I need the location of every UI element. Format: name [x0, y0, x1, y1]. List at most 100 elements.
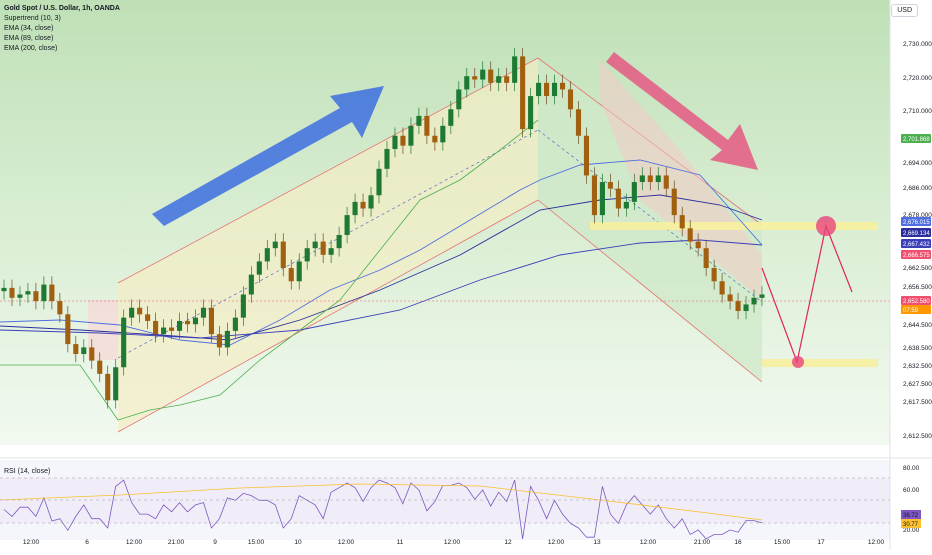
- candle[interactable]: [1, 287, 7, 292]
- candle[interactable]: [320, 241, 326, 255]
- candle[interactable]: [49, 284, 55, 302]
- candle[interactable]: [599, 182, 605, 216]
- candle[interactable]: [559, 82, 566, 90]
- candle[interactable]: [719, 281, 725, 295]
- candle[interactable]: [544, 82, 550, 97]
- candle[interactable]: [703, 248, 709, 269]
- candle[interactable]: [528, 96, 534, 130]
- candle[interactable]: [711, 268, 717, 282]
- candle[interactable]: [456, 89, 462, 110]
- candle[interactable]: [424, 115, 430, 136]
- candle[interactable]: [89, 347, 95, 361]
- candle[interactable]: [368, 195, 374, 209]
- candle[interactable]: [17, 294, 23, 298]
- candle[interactable]: [615, 188, 621, 209]
- candle[interactable]: [352, 201, 358, 216]
- candle[interactable]: [192, 317, 199, 325]
- candle[interactable]: [743, 304, 749, 312]
- rsi-legend[interactable]: RSI (14, close): [4, 468, 51, 475]
- candle[interactable]: [25, 291, 31, 295]
- time-axis[interactable]: 12:00 6 12:00 21:00 9 15:00 10 12:00 11 12:00 12 12…: [23, 539, 885, 546]
- candle[interactable]: [344, 215, 350, 235]
- candle[interactable]: [655, 175, 661, 183]
- candle[interactable]: [536, 82, 542, 97]
- candle[interactable]: [751, 297, 757, 305]
- candle[interactable]: [81, 347, 87, 355]
- candles-group[interactable]: [1, 48, 765, 409]
- candle[interactable]: [416, 115, 422, 126]
- candle[interactable]: [113, 367, 119, 401]
- symbol-title[interactable]: Gold Spot / U.S. Dollar, 1h, OANDA: [4, 5, 120, 12]
- candle[interactable]: [216, 334, 222, 348]
- candle[interactable]: [224, 330, 230, 348]
- candle[interactable]: [376, 168, 382, 196]
- candle[interactable]: [727, 294, 733, 302]
- currency-button[interactable]: USD: [891, 4, 918, 17]
- candle[interactable]: [73, 344, 79, 355]
- candle[interactable]: [33, 291, 39, 302]
- candle[interactable]: [200, 307, 207, 318]
- candle[interactable]: [184, 320, 191, 325]
- candle[interactable]: [440, 125, 446, 143]
- candle[interactable]: [169, 327, 175, 331]
- candle[interactable]: [240, 294, 246, 318]
- candle[interactable]: [567, 89, 574, 110]
- candle[interactable]: [735, 301, 741, 312]
- candle[interactable]: [328, 248, 334, 255]
- candle[interactable]: [264, 248, 270, 262]
- candle[interactable]: [408, 125, 414, 146]
- candle[interactable]: [591, 175, 597, 216]
- candle[interactable]: [480, 69, 486, 80]
- candle[interactable]: [9, 287, 15, 298]
- candle[interactable]: [248, 274, 254, 295]
- candle[interactable]: [400, 135, 406, 146]
- ema89-legend[interactable]: EMA (89, close): [4, 35, 54, 42]
- candle[interactable]: [272, 241, 278, 249]
- candle[interactable]: [145, 314, 151, 321]
- candle[interactable]: [121, 317, 127, 368]
- candle[interactable]: [97, 360, 103, 374]
- candle[interactable]: [679, 215, 685, 229]
- candle[interactable]: [336, 234, 342, 249]
- ema200-legend[interactable]: EMA (200, close): [4, 45, 58, 52]
- candle[interactable]: [41, 284, 47, 302]
- candle[interactable]: [623, 201, 629, 209]
- candle[interactable]: [671, 188, 677, 216]
- candle[interactable]: [448, 109, 454, 126]
- candle[interactable]: [161, 327, 167, 335]
- candle[interactable]: [639, 175, 645, 183]
- candle[interactable]: [695, 241, 701, 249]
- candle[interactable]: [520, 56, 526, 130]
- candle[interactable]: [647, 175, 653, 183]
- candle[interactable]: [65, 314, 71, 345]
- candle[interactable]: [464, 76, 470, 90]
- candle[interactable]: [575, 109, 582, 136]
- candle[interactable]: [759, 294, 765, 298]
- candle[interactable]: [288, 268, 294, 282]
- candle[interactable]: [512, 56, 518, 83]
- candle[interactable]: [472, 76, 478, 80]
- candle[interactable]: [607, 182, 613, 189]
- candle[interactable]: [176, 320, 183, 331]
- candle[interactable]: [304, 248, 310, 262]
- candle[interactable]: [153, 320, 159, 335]
- candle[interactable]: [504, 76, 510, 83]
- candle[interactable]: [312, 241, 318, 249]
- candle[interactable]: [57, 301, 63, 315]
- candle[interactable]: [129, 307, 135, 318]
- candle[interactable]: [256, 261, 262, 275]
- price-axis[interactable]: 2,730.000 2,720.000 2,710.000 2,694.000 2,68…: [903, 41, 932, 440]
- candle[interactable]: [432, 135, 438, 143]
- candle[interactable]: [384, 148, 390, 169]
- candle[interactable]: [360, 201, 366, 209]
- candle[interactable]: [583, 135, 590, 176]
- candle[interactable]: [496, 76, 502, 83]
- ema34-legend[interactable]: EMA (34, close): [4, 25, 54, 32]
- candle[interactable]: [137, 307, 143, 315]
- supertrend-legend[interactable]: Supertrend (10, 3): [4, 15, 61, 22]
- candle[interactable]: [631, 182, 637, 202]
- candle[interactable]: [663, 175, 669, 189]
- candle[interactable]: [296, 261, 302, 282]
